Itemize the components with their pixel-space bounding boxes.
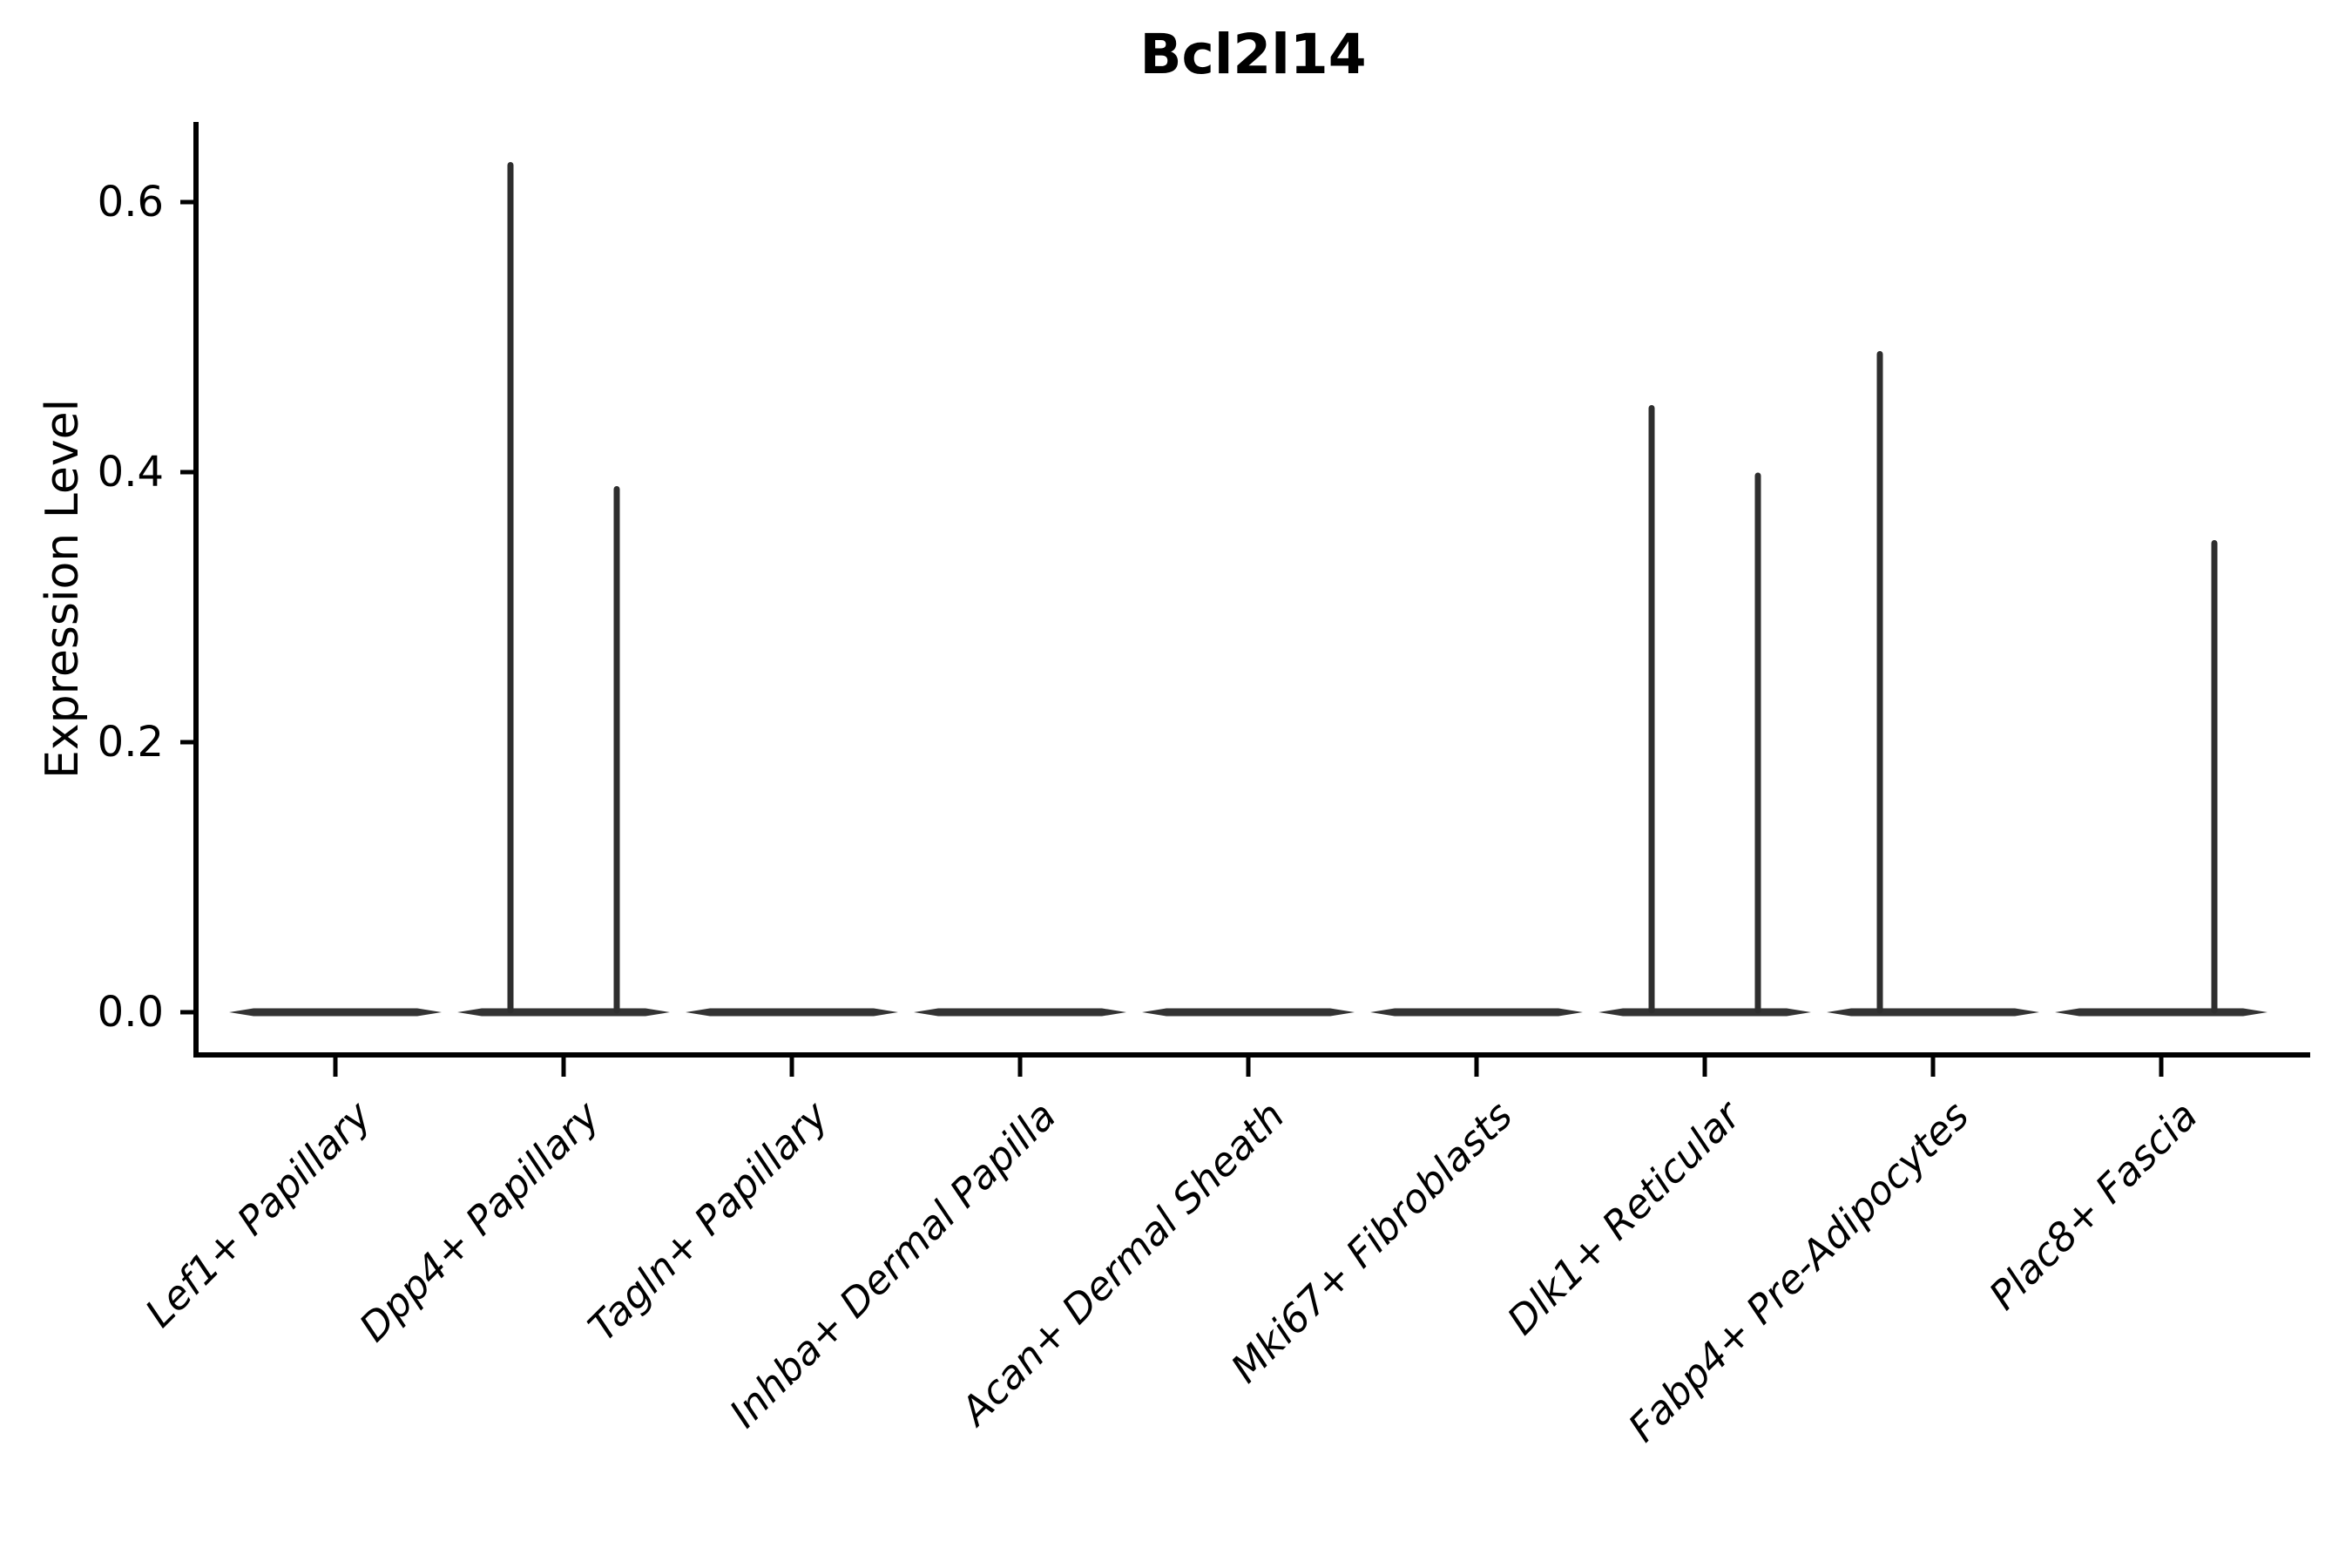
violin-baseline	[1827, 1008, 2039, 1017]
violin-baseline	[229, 1008, 442, 1017]
y-tick-label: 0.0	[97, 988, 164, 1037]
violin-baseline	[1142, 1008, 1355, 1017]
y-tick-label: 0.4	[97, 448, 164, 497]
chart-title: Bcl2l14	[1139, 23, 1367, 86]
violin-baseline	[2055, 1008, 2268, 1017]
violin-baseline	[1370, 1008, 1583, 1017]
violin-baseline	[1598, 1008, 1811, 1017]
violin-baseline	[457, 1008, 670, 1017]
y-tick-label: 0.2	[97, 718, 164, 767]
y-axis-label: Expression Level	[37, 398, 89, 780]
violin-baseline	[914, 1008, 1126, 1017]
y-tick-label: 0.6	[97, 178, 164, 226]
violin-baseline	[686, 1008, 898, 1017]
